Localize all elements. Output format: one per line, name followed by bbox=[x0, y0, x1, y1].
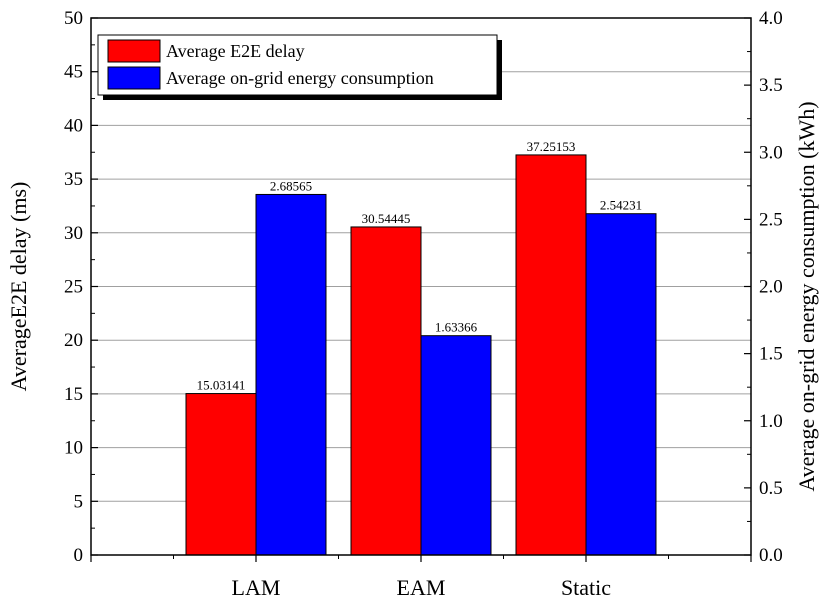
legend-label-delay: Average E2E delay bbox=[166, 41, 305, 61]
legend: Average E2E delay Average on-grid energy… bbox=[97, 34, 502, 100]
y-tick-label: 20 bbox=[64, 330, 83, 351]
y-tick-label: 30 bbox=[64, 223, 83, 244]
legend-box bbox=[97, 34, 498, 96]
bar bbox=[585, 213, 657, 556]
bar bbox=[350, 226, 422, 556]
legend-swatch-delay bbox=[107, 39, 161, 63]
axis-ticks: 0 5 10 15 20 25 30 35 40 45 50 0.0 0.5 1.0 1.5 2.0 2.5 3.… bbox=[64, 8, 783, 600]
y-tick-label: 35 bbox=[64, 169, 83, 190]
y-tick-label: 25 bbox=[64, 277, 83, 298]
y-tick-label: 40 bbox=[64, 115, 83, 136]
data-labels: 15.03141 30.54445 37.25153 2.68565 1.63366 2.… bbox=[197, 139, 643, 393]
bars bbox=[185, 154, 657, 556]
data-label: 30.54445 bbox=[362, 211, 411, 226]
data-label: 15.03141 bbox=[197, 378, 246, 393]
y2-tick-label: 2.5 bbox=[759, 209, 783, 230]
data-label: 1.63366 bbox=[435, 320, 478, 335]
x-tick-label: Static bbox=[561, 575, 611, 600]
data-label: 2.54231 bbox=[600, 198, 642, 213]
y2-axis-title: Average on-grid energy consumption (kWh) bbox=[794, 101, 819, 491]
y2-tick-label: 0.5 bbox=[759, 478, 783, 499]
x-tick-label: EAM bbox=[397, 575, 446, 600]
y-tick-label: 10 bbox=[64, 438, 83, 459]
legend-swatch-energy bbox=[107, 66, 161, 90]
data-label: 2.68565 bbox=[270, 178, 312, 193]
y2-tick-label: 3.0 bbox=[759, 142, 783, 163]
y2-tick-label: 2.0 bbox=[759, 277, 783, 298]
data-label: 37.25153 bbox=[527, 139, 576, 154]
bar bbox=[255, 193, 327, 556]
y-tick-label: 0 bbox=[74, 545, 84, 566]
legend-label-energy: Average on-grid energy consumption bbox=[166, 68, 434, 88]
y2-tick-label: 1.5 bbox=[759, 344, 783, 365]
y-tick-label: 50 bbox=[64, 8, 83, 29]
y2-tick-label: 4.0 bbox=[759, 8, 783, 29]
bar bbox=[420, 335, 492, 556]
y-axis-title: AverageE2E delay (ms) bbox=[6, 182, 31, 392]
y2-tick-label: 3.5 bbox=[759, 75, 783, 96]
y-tick-label: 15 bbox=[64, 384, 83, 405]
x-tick-label: LAM bbox=[232, 575, 281, 600]
bar bbox=[515, 154, 587, 556]
y2-tick-label: 0.0 bbox=[759, 545, 783, 566]
y2-tick-label: 1.0 bbox=[759, 411, 783, 432]
y-tick-label: 45 bbox=[64, 62, 83, 83]
y-tick-label: 5 bbox=[74, 491, 84, 512]
bar bbox=[185, 393, 257, 556]
